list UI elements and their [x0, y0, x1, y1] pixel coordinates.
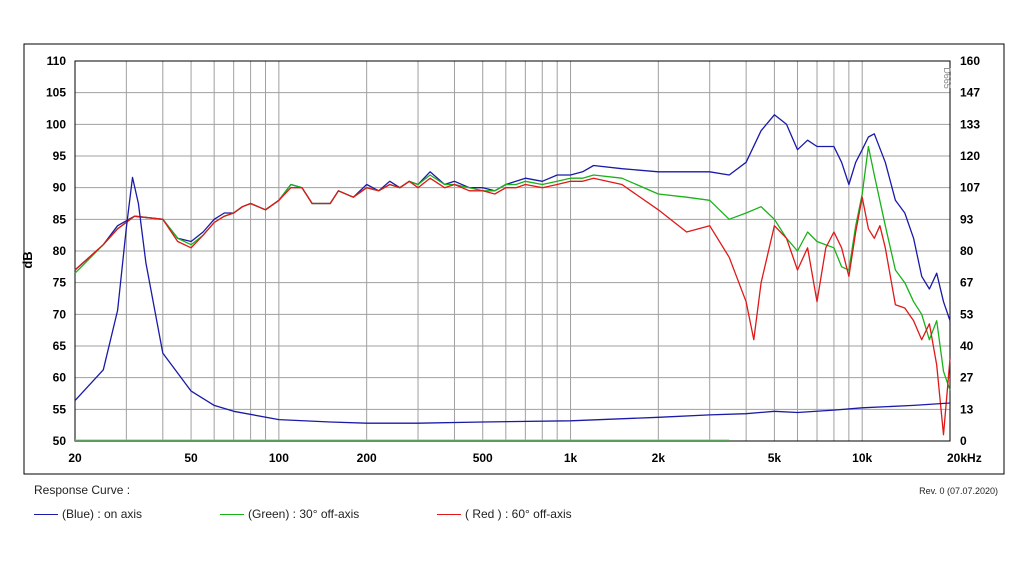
x-tick-label: 50	[184, 451, 198, 465]
curve-series-3	[74, 176, 951, 424]
curve-series-2	[74, 177, 951, 436]
x-tick-label: 1k	[564, 451, 578, 465]
y-tick-label: 110	[47, 54, 67, 68]
legend-title: Response Curve :	[34, 483, 131, 497]
legend-swatch-red	[437, 513, 461, 515]
x-tick-label: 5k	[768, 451, 782, 465]
legend-item-30-off-axis: (Green) : 30° off-axis	[220, 507, 359, 521]
x-tick-label: 100	[269, 451, 289, 465]
y-tick-label: 50	[53, 434, 67, 448]
y-tick-label: 65	[53, 339, 67, 353]
y-tick-label: 105	[46, 86, 66, 100]
watermark: D665	[942, 67, 952, 89]
legend-label-30-off-axis: (Green) : 30° off-axis	[248, 507, 360, 521]
y-tick-label: 100	[46, 117, 66, 131]
y2-tick-label: 107	[960, 181, 980, 195]
y2-tick-label: 13	[960, 402, 974, 416]
y-tick-label: 60	[53, 371, 67, 385]
revision-label: Rev. 0 (07.07.2020)	[919, 486, 998, 496]
x-tick-label: 200	[357, 451, 377, 465]
ticks: 50 55 60 65 70 75 80 85 90 95 100 105 110 0 13 27 40 53 67…	[46, 54, 982, 465]
legend-label-on-axis: (Blue) : on axis	[62, 507, 143, 521]
legend-swatch-green	[220, 513, 244, 515]
y2-tick-label: 160	[960, 54, 980, 68]
y-tick-label: 55	[53, 402, 67, 416]
y-tick-label: 75	[53, 276, 67, 290]
grid	[75, 61, 950, 441]
legend-item-60-off-axis: ( Red ) : 60° off-axis	[437, 507, 572, 521]
y2-tick-label: 67	[960, 276, 974, 290]
x-tick-label: 500	[473, 451, 493, 465]
y-axis-label: dB	[20, 251, 35, 268]
y-tick-label: 70	[53, 307, 67, 321]
y-tick-label: 95	[53, 149, 67, 163]
legend-item-on-axis: (Blue) : on axis	[34, 507, 142, 521]
y2-tick-label: 53	[960, 307, 974, 321]
legend-label-60-off-axis: ( Red ) : 60° off-axis	[465, 507, 572, 521]
plot-area-border	[74, 60, 951, 442]
y2-tick-label: 147	[960, 86, 980, 100]
x-tick-label: 2k	[652, 451, 666, 465]
x-tick-label: 10k	[852, 451, 872, 465]
y2-tick-label: 27	[960, 371, 974, 385]
x-tick-label: 20	[68, 451, 82, 465]
legend-swatch-blue	[34, 513, 58, 515]
y-tick-label: 80	[53, 244, 67, 258]
y2-tick-label: 40	[960, 339, 974, 353]
y2-tick-label: 93	[960, 212, 974, 226]
curves	[74, 114, 951, 441]
y2-tick-label: 120	[960, 149, 980, 163]
y2-tick-label: 0	[960, 434, 967, 448]
y2-tick-label: 133	[960, 117, 980, 131]
x-tick-label: 20kHz	[947, 451, 982, 465]
chart-outer-frame	[23, 43, 1005, 475]
y2-tick-label: 80	[960, 244, 974, 258]
y-tick-label: 85	[53, 212, 67, 226]
y-tick-label: 90	[53, 181, 67, 195]
